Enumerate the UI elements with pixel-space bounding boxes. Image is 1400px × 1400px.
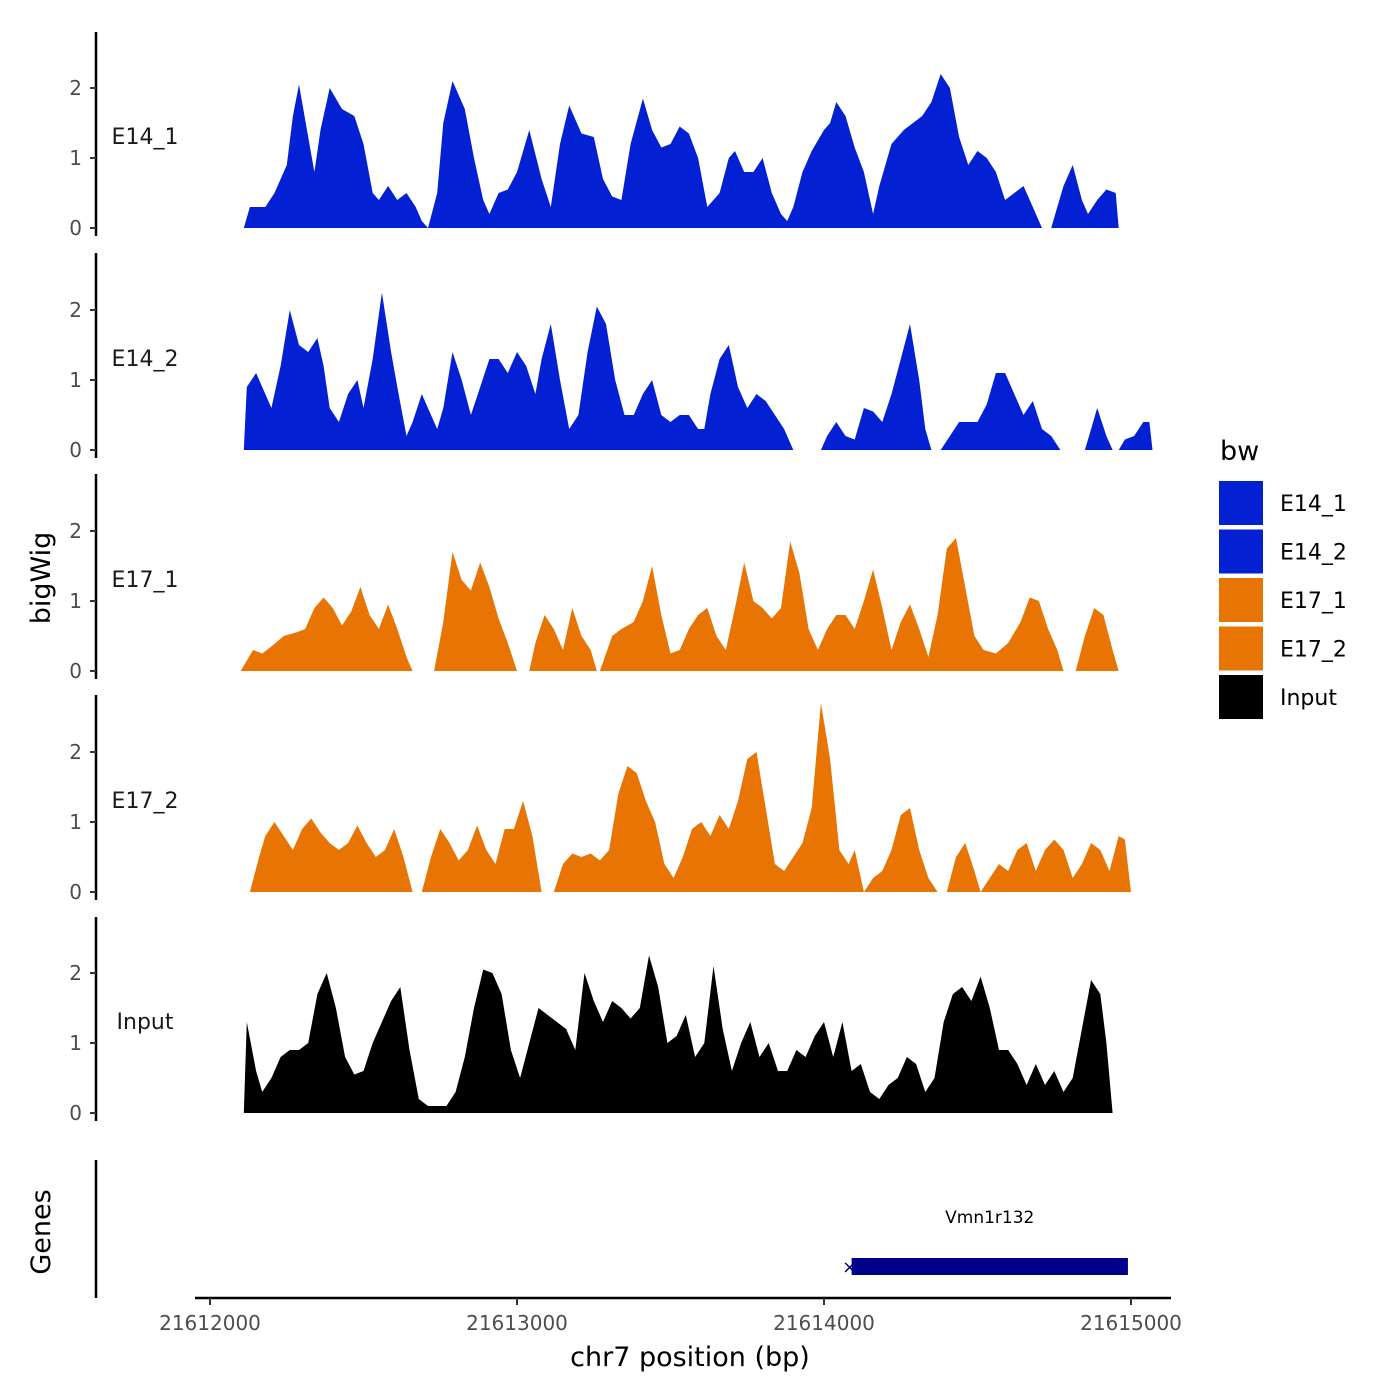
legend: bw E14_1 E14_2 E17_1 E17_2 Input: [1219, 436, 1347, 719]
y-tick-label: 1: [69, 368, 82, 392]
y-tick-label: 0: [69, 1101, 82, 1125]
track-Input: 0 1 2 Input: [69, 917, 1113, 1125]
legend-swatch: [1219, 578, 1263, 622]
track-label: E14_1: [112, 125, 179, 150]
genes-panel: × Vmn1r132: [94, 1160, 1128, 1298]
track-label: E14_2: [112, 347, 179, 372]
gene-Vmn1r132: × Vmn1r132: [842, 1208, 1128, 1278]
track-E14_2: 0 1 2 E14_2: [69, 253, 1153, 462]
gene-start-marker: ×: [842, 1257, 857, 1278]
signal-area: [243, 955, 1113, 1113]
signal-area: [243, 74, 1119, 228]
legend-swatch: [1219, 529, 1263, 574]
legend-item-E14_1: E14_1: [1219, 481, 1347, 525]
legend-label: E17_2: [1280, 638, 1347, 663]
track-label: E17_1: [112, 568, 179, 593]
legend-label: E17_1: [1280, 589, 1347, 614]
legend-swatch: [1219, 626, 1263, 671]
y-tick-label: 2: [69, 740, 82, 764]
y-tick-label: 2: [69, 76, 82, 100]
legend-label: E14_2: [1280, 541, 1347, 566]
signal-area: [243, 292, 1153, 450]
track-E14_1: 0 1 2 E14_1: [69, 32, 1119, 240]
y-tick-label: 2: [69, 519, 82, 543]
signal-area: [249, 703, 1131, 892]
y-tick-label: 0: [69, 659, 82, 683]
gene-body: [851, 1258, 1128, 1275]
gene-label: Vmn1r132: [945, 1208, 1034, 1228]
legend-item-E14_2: E14_2: [1219, 529, 1347, 574]
legend-label: Input: [1280, 686, 1337, 711]
tracks-layer: 0 1 2 E14_1 0 1 2 E14_2 0 1 2 E17_1 0 1 2 E17_2 0 1 2 Input: [69, 32, 1153, 1125]
track-E17_2: 0 1 2 E17_2: [69, 695, 1131, 904]
legend-item-E17_2: E17_2: [1219, 626, 1347, 671]
x-tick-label: 21613000: [466, 1311, 568, 1335]
y-tick-label: 2: [69, 298, 82, 322]
x-axis-title: chr7 position (bp): [570, 1342, 810, 1373]
genes-panel-title: Genes: [26, 1189, 57, 1274]
legend-swatch: [1219, 481, 1263, 525]
y-tick-label: 1: [69, 1031, 82, 1055]
y-tick-label: 1: [69, 810, 82, 834]
y-tick-label: 0: [69, 880, 82, 904]
y-tick-label: 0: [69, 216, 82, 240]
x-tick-label: 21615000: [1080, 1311, 1182, 1335]
legend-title: bw: [1220, 436, 1259, 467]
track-E17_1: 0 1 2 E17_1: [69, 474, 1119, 683]
track-label: E17_2: [112, 789, 179, 814]
x-tick-label: 21614000: [773, 1311, 875, 1335]
y-axis-title: bigWig: [26, 532, 57, 625]
x-axis: 21612000 21613000 21614000 21615000: [159, 1296, 1182, 1335]
y-tick-label: 1: [69, 146, 82, 170]
signal-area: [240, 538, 1119, 671]
x-tick-label: 21612000: [159, 1311, 261, 1335]
y-tick-label: 0: [69, 438, 82, 462]
track-label: Input: [117, 1010, 174, 1035]
legend-label: E14_1: [1280, 492, 1347, 517]
legend-swatch: [1219, 675, 1263, 719]
y-tick-label: 2: [69, 961, 82, 985]
y-tick-label: 1: [69, 589, 82, 613]
legend-item-E17_1: E17_1: [1219, 578, 1347, 622]
legend-item-Input: Input: [1219, 675, 1337, 719]
